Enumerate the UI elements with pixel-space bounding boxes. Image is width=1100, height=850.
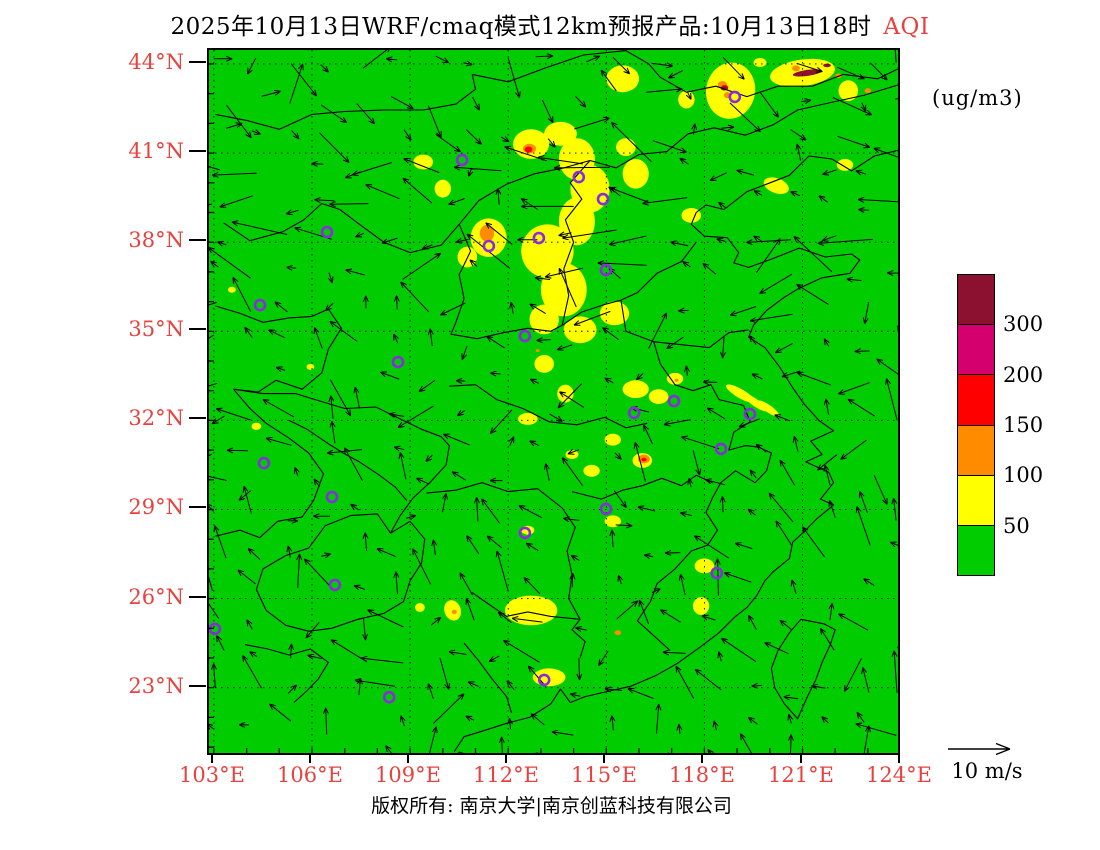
lat-tick-label: 23°N: [128, 674, 184, 698]
lat-tick-mark: [189, 417, 206, 419]
lon-tick-label: 103°E: [179, 763, 245, 787]
colorbar-boundary-label: 50: [1003, 514, 1030, 538]
colorbar-cell: [958, 474, 994, 525]
colorbar-cell: [958, 424, 994, 475]
wind-scale-label: 10 m/s: [951, 759, 1023, 783]
lon-tick-mark: [603, 753, 605, 763]
lat-tick-label: 41°N: [128, 139, 184, 163]
colorbar-boundary-label: 150: [1003, 413, 1044, 437]
lat-tick-mark: [189, 328, 206, 330]
lon-tick-label: 115°E: [571, 763, 637, 787]
units-label: (ug/m3): [932, 86, 1023, 110]
lat-tick-label: 44°N: [128, 50, 184, 74]
lon-tick-mark: [211, 753, 213, 763]
wind-scale-arrow-icon: [948, 742, 1011, 756]
colorbar-boundary-label: 200: [1003, 363, 1044, 387]
colorbar-cell: [958, 324, 994, 375]
lon-tick-label: 112°E: [473, 763, 539, 787]
title-species: AQI: [883, 14, 930, 40]
lat-tick-label: 38°N: [128, 228, 184, 252]
lat-tick-label: 29°N: [128, 495, 184, 519]
lat-tick-mark: [189, 239, 206, 241]
aqi-map-canvas: [209, 50, 898, 753]
lon-tick-mark: [701, 753, 703, 763]
colorbar-cell: [958, 524, 994, 576]
colorbar-boundary-label: 300: [1003, 312, 1044, 336]
lat-tick-mark: [189, 506, 206, 508]
lat-tick-label: 32°N: [128, 406, 184, 430]
map-frame: [207, 48, 900, 755]
colorbar-cell: [958, 275, 994, 325]
lon-tick-mark: [407, 753, 409, 763]
lat-tick-mark: [189, 61, 206, 63]
lon-tick-label: 109°E: [375, 763, 441, 787]
colorbar-cell: [958, 374, 994, 425]
lon-tick-label: 118°E: [669, 763, 735, 787]
lon-tick-mark: [309, 753, 311, 763]
page-title: 2025年10月13日WRF/cmaq模式12km预报产品:10月13日18时 A…: [0, 7, 1100, 41]
lon-tick-mark: [898, 753, 900, 763]
lat-tick-label: 26°N: [128, 585, 184, 609]
lat-tick-mark: [189, 596, 206, 598]
lon-tick-label: 124°E: [866, 763, 932, 787]
lon-tick-label: 121°E: [768, 763, 834, 787]
lon-tick-label: 106°E: [277, 763, 343, 787]
copyright-text: 版权所有: 南京大学|南京创蓝科技有限公司: [371, 795, 732, 817]
lat-tick-label: 35°N: [128, 317, 184, 341]
colorbar: [957, 274, 995, 576]
colorbar-boundary-label: 100: [1003, 463, 1044, 487]
title-main: 2025年10月13日WRF/cmaq模式12km预报产品:10月13日18时: [170, 14, 872, 40]
lat-tick-mark: [189, 685, 206, 687]
lon-tick-mark: [800, 753, 802, 763]
lon-tick-mark: [505, 753, 507, 763]
lat-tick-mark: [189, 150, 206, 152]
